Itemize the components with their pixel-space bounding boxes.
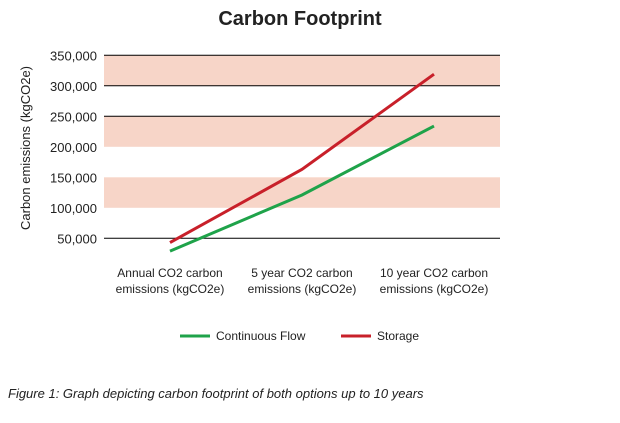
x-tick-label: 5 year CO2 carbon (251, 266, 352, 280)
y-tick-label: 150,000 (50, 170, 97, 185)
y-tick-label: 50,000 (57, 231, 97, 246)
y-tick-label: 350,000 (50, 48, 97, 63)
x-tick-label: 10 year CO2 carbon (380, 266, 488, 280)
legend-label: Continuous Flow (216, 329, 306, 343)
y-tick-label: 250,000 (50, 109, 97, 124)
x-tick-label: emissions (kgCO2e) (380, 282, 489, 296)
legend-label: Storage (377, 329, 419, 343)
x-tick-label: emissions (kgCO2e) (116, 282, 225, 296)
chart: 50,000 100,000 150,000 200,000 250,000 300,00… (18, 48, 500, 343)
background-band (104, 116, 500, 147)
y-tick-label: 200,000 (50, 140, 97, 155)
series-line-continuous-flow (169, 124, 435, 253)
y-axis-label: Carbon emissions (kgCO2e) (18, 66, 33, 230)
chart-title: Carbon Footprint (218, 8, 382, 30)
background-band (104, 177, 500, 208)
series-line-storage (169, 72, 435, 244)
x-tick-label: emissions (kgCO2e) (248, 282, 357, 296)
figure-caption: Figure 1: Graph depicting carbon footpri… (8, 386, 424, 401)
y-tick-label: 100,000 (50, 201, 97, 216)
x-tick-label: Annual CO2 carbon (117, 266, 222, 280)
background-band (104, 55, 500, 86)
y-tick-label: 300,000 (50, 79, 97, 94)
